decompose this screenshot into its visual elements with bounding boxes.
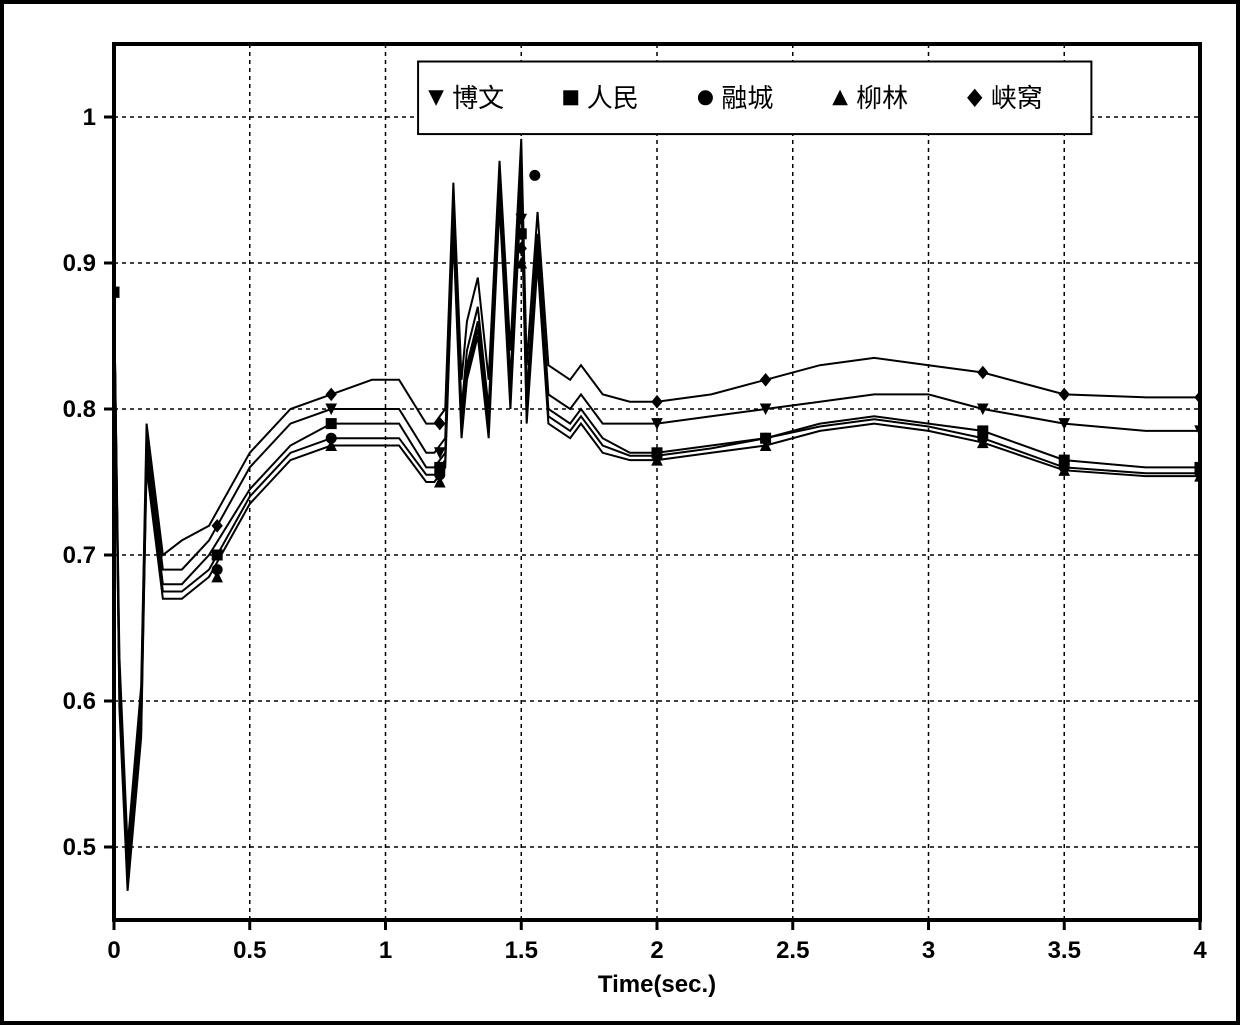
y-tick-label: 0.7: [63, 542, 96, 569]
y-tick-label: 0.8: [63, 396, 96, 423]
x-axis-label: Time(sec.): [598, 971, 716, 998]
outer-frame: 0 0.5 1 1.5 2 2.5 3 3.5 4 0.5 0.6 0.7 0.8 0.9 1 Time(se…: [0, 0, 1240, 1025]
chart-container: 0 0.5 1 1.5 2 2.5 3 3.5 4 0.5 0.6 0.7 0.8 0.9 1 Time(se…: [24, 24, 1216, 1001]
chart-svg: 0 0.5 1 1.5 2 2.5 3 3.5 4 0.5 0.6 0.7 0.8 0.9 1 Time(se…: [24, 24, 1220, 1005]
y-tick-label: 0.5: [63, 834, 96, 861]
x-tick-label: 1: [379, 937, 392, 964]
x-tick-label: 1.5: [505, 937, 538, 964]
x-tick-label: 0.5: [233, 937, 266, 964]
x-tick-label: 3.5: [1048, 937, 1081, 964]
legend: 博文 人民 融城 柳林 峡窝: [418, 62, 1091, 135]
legend-label: 博文: [452, 83, 504, 113]
x-tick-label: 2: [650, 937, 663, 964]
legend-label: 柳林: [856, 83, 908, 113]
y-tick-label: 0.6: [63, 688, 96, 715]
legend-label: 人民: [587, 83, 639, 113]
x-tick-label: 2.5: [776, 937, 809, 964]
x-tick-label: 0: [107, 937, 120, 964]
legend-label: 峡窝: [991, 83, 1043, 113]
y-tick-label: 1: [83, 104, 96, 131]
x-tick-label: 4: [1193, 937, 1207, 964]
y-tick-label: 0.9: [63, 250, 96, 277]
legend-label: 融城: [721, 83, 773, 113]
x-tick-label: 3: [922, 937, 935, 964]
